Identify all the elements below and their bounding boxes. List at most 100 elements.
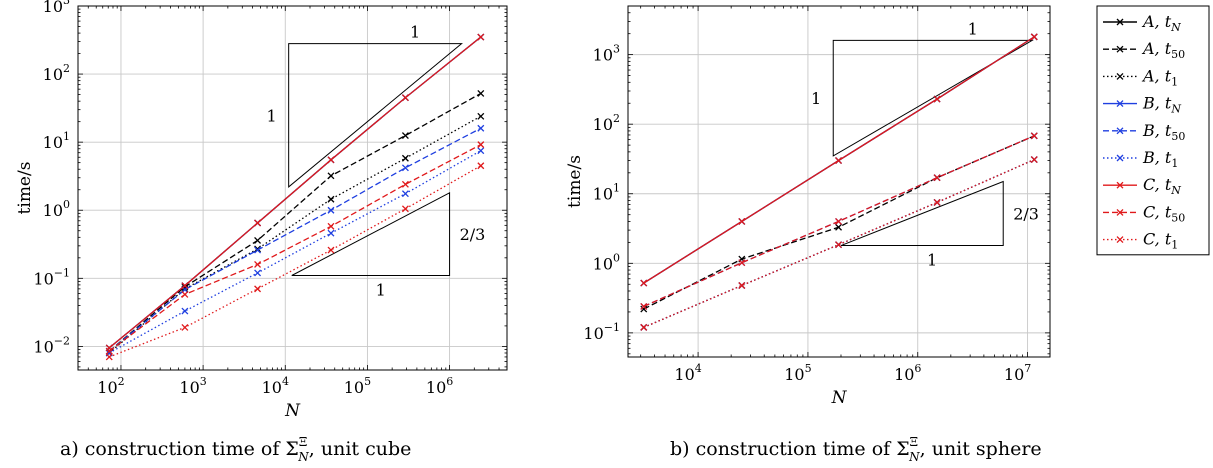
marker-stroke: [835, 217, 843, 225]
legend-marker: [1116, 100, 1124, 108]
marker-stroke: [181, 283, 189, 291]
data-point: [105, 347, 113, 355]
marker-stroke: [327, 222, 335, 230]
data-point: [1030, 132, 1038, 140]
slope-triangle: [832, 39, 1034, 157]
marker-stroke: [327, 156, 335, 164]
y-tick-label: 101: [593, 182, 620, 204]
marker-stroke: [477, 33, 485, 41]
data-point: [401, 164, 409, 172]
legend-label: B, tN: [1142, 94, 1181, 116]
slope-run-label: 1: [927, 251, 937, 270]
data-point: [835, 157, 843, 165]
marker-stroke: [477, 112, 485, 120]
data-point: [477, 33, 485, 41]
data-point: [1030, 156, 1038, 164]
series-line: [108, 36, 482, 349]
y-tick-label: 102: [593, 112, 620, 134]
marker-stroke: [401, 180, 409, 188]
plot-frame: [627, 5, 1051, 358]
marker-stroke: [933, 95, 941, 103]
marker-stroke: [401, 164, 409, 172]
marker-stroke: [181, 323, 189, 331]
y-tick-label: 103: [43, 0, 70, 16]
legend-label: B, t50: [1142, 121, 1185, 143]
marker-stroke: [401, 154, 409, 162]
data-point: [181, 290, 189, 298]
marker-stroke: [1030, 132, 1038, 140]
data-point: [254, 245, 262, 253]
marker-stroke: [327, 195, 335, 203]
marker-stroke: [254, 236, 262, 244]
legend-marker: [1116, 208, 1124, 216]
series-line: [108, 144, 482, 352]
data-point: [640, 279, 648, 287]
marker-stroke: [1030, 33, 1038, 41]
marker-stroke: [254, 246, 262, 254]
data-point: [181, 282, 189, 290]
slope-run-label: 1: [376, 280, 386, 299]
x-tick-label: 102: [97, 375, 124, 397]
data-point: [327, 222, 335, 230]
marker-stroke: [835, 223, 843, 231]
legend-marker: [1116, 181, 1124, 189]
marker-stroke: [477, 124, 485, 132]
x-tick-label: 106: [894, 362, 921, 384]
legend-marker: [1116, 45, 1124, 53]
series-line: [108, 115, 482, 354]
marker-stroke: [254, 260, 262, 268]
marker-stroke: [254, 269, 262, 277]
slope-triangle: [291, 192, 451, 276]
x-tick-label: 106: [426, 375, 453, 397]
data-point: [835, 241, 843, 249]
marker-stroke: [477, 89, 485, 97]
marker-stroke: [254, 245, 262, 253]
chart-a: 102 103 104 105 106 10−2 10−1 100 101 102 103 Ntime…: [15, 0, 508, 464]
data-point: [181, 307, 189, 315]
y-tick-label: 10−1: [33, 266, 70, 288]
marker-stroke: [401, 94, 409, 102]
data-point: [401, 205, 409, 213]
data-point: [254, 269, 262, 277]
legend-marker: [1116, 127, 1124, 135]
legend-entry: B, tN: [1103, 94, 1181, 116]
x-tick-label: 103: [179, 375, 206, 397]
marker-stroke: [477, 141, 485, 149]
data-point: [477, 141, 485, 149]
x-tick-label: 105: [784, 362, 811, 384]
data-point: [738, 217, 746, 225]
data-point: [738, 282, 746, 289]
data-point: [254, 236, 262, 244]
data-point: [327, 246, 335, 254]
legend: A, tN A, t50 A, t1 B, tN B, t50 B, t1 C, tN C, …: [1096, 5, 1210, 256]
marker-stroke: [327, 246, 335, 254]
figure-caption: b) construction time of ΣΞ N, unit sphere: [670, 435, 1042, 464]
slope-run-label: 1: [968, 19, 978, 38]
data-point: [181, 323, 189, 331]
legend-label: B, t1: [1142, 148, 1178, 170]
data-point: [401, 94, 409, 102]
data-point: [1030, 33, 1038, 41]
data-point: [254, 260, 262, 268]
data-point: [477, 162, 485, 170]
legend-label: C, tN: [1143, 175, 1181, 197]
data-point: [640, 302, 648, 310]
data-point: [835, 217, 843, 225]
x-tick-label: 104: [674, 362, 701, 384]
y-tick-label: 100: [43, 198, 70, 220]
marker-stroke: [401, 190, 409, 198]
data-point: [401, 154, 409, 162]
legend-marker: [1116, 154, 1124, 162]
data-point: [640, 305, 648, 313]
slope-triangle: [288, 43, 463, 188]
legend-entry: A, t50: [1103, 39, 1185, 61]
marker-stroke: [1030, 156, 1038, 164]
slope-run-label: 1: [410, 23, 420, 42]
slope-label: 1: [266, 106, 276, 125]
marker-stroke: [933, 198, 941, 206]
slope-triangle: [840, 180, 1004, 247]
slope-label: 2/3: [460, 225, 486, 244]
slope-label: 2/3: [1013, 205, 1039, 224]
